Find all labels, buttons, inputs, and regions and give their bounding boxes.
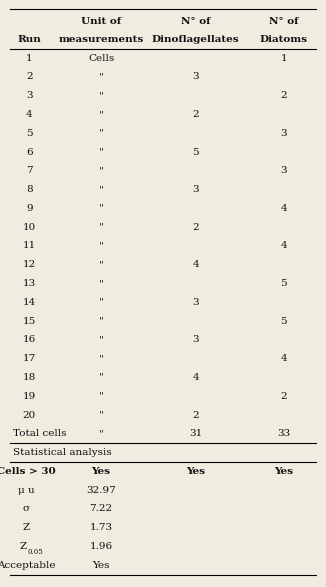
Text: 14: 14	[23, 298, 36, 307]
Text: 11: 11	[23, 241, 36, 251]
Text: Yes: Yes	[92, 561, 110, 570]
Text: ": "	[99, 185, 103, 194]
Text: 3: 3	[192, 185, 199, 194]
Text: ": "	[99, 110, 103, 119]
Text: 4: 4	[192, 373, 199, 382]
Text: ": "	[99, 298, 103, 307]
Text: 3: 3	[280, 166, 287, 176]
Text: 33: 33	[277, 429, 290, 438]
Text: 1.73: 1.73	[90, 523, 112, 532]
Text: ": "	[99, 354, 103, 363]
Text: Statistical analysis: Statistical analysis	[13, 448, 112, 457]
Text: 0.05: 0.05	[28, 548, 43, 556]
Text: 16: 16	[23, 335, 36, 345]
Text: Z: Z	[22, 523, 30, 532]
Text: 1: 1	[26, 53, 33, 63]
Text: ": "	[99, 410, 103, 420]
Text: 8: 8	[26, 185, 33, 194]
Text: 3: 3	[26, 91, 33, 100]
Text: 2: 2	[280, 392, 287, 401]
Text: 32.97: 32.97	[86, 485, 116, 495]
Text: Cells > 30: Cells > 30	[0, 467, 55, 476]
Text: 1: 1	[280, 53, 287, 63]
Text: μ u: μ u	[18, 485, 34, 495]
Text: 2: 2	[280, 91, 287, 100]
Text: 18: 18	[23, 373, 36, 382]
Text: Yes: Yes	[186, 467, 205, 476]
Text: Unit of: Unit of	[81, 17, 121, 26]
Text: 7: 7	[26, 166, 33, 176]
Text: ": "	[99, 204, 103, 213]
Text: 19: 19	[23, 392, 36, 401]
Text: 17: 17	[23, 354, 36, 363]
Text: measurements: measurements	[58, 35, 144, 44]
Text: ": "	[99, 72, 103, 82]
Text: 13: 13	[23, 279, 36, 288]
Text: 12: 12	[23, 260, 36, 269]
Text: 5: 5	[26, 129, 33, 138]
Text: 31: 31	[189, 429, 202, 438]
Text: 3: 3	[192, 335, 199, 345]
Text: ": "	[99, 241, 103, 251]
Text: 2: 2	[192, 410, 199, 420]
Text: N° of: N° of	[181, 17, 210, 26]
Text: 5: 5	[280, 279, 287, 288]
Text: Run: Run	[18, 35, 41, 44]
Text: 5: 5	[280, 316, 287, 326]
Text: 3: 3	[280, 129, 287, 138]
Text: 3: 3	[192, 72, 199, 82]
Text: 6: 6	[26, 147, 33, 157]
Text: ": "	[99, 222, 103, 232]
Text: Dinoflagellates: Dinoflagellates	[152, 35, 239, 44]
Text: 1.96: 1.96	[90, 542, 112, 551]
Text: 15: 15	[23, 316, 36, 326]
Text: ": "	[99, 91, 103, 100]
Text: 4: 4	[280, 241, 287, 251]
Text: Yes: Yes	[92, 467, 111, 476]
Text: ": "	[99, 429, 103, 438]
Text: N° of: N° of	[269, 17, 298, 26]
Text: Yes: Yes	[274, 467, 293, 476]
Text: 2: 2	[192, 110, 199, 119]
Text: 20: 20	[23, 410, 36, 420]
Text: ": "	[99, 260, 103, 269]
Text: 4: 4	[192, 260, 199, 269]
Text: ": "	[99, 279, 103, 288]
Text: 4: 4	[280, 204, 287, 213]
Text: 3: 3	[192, 298, 199, 307]
Text: Total cells: Total cells	[13, 429, 67, 438]
Text: 10: 10	[23, 222, 36, 232]
Text: 2: 2	[192, 222, 199, 232]
Text: 9: 9	[26, 204, 33, 213]
Text: 4: 4	[280, 354, 287, 363]
Text: ": "	[99, 129, 103, 138]
Text: Cells: Cells	[88, 53, 114, 63]
Text: ": "	[99, 166, 103, 176]
Text: ": "	[99, 335, 103, 345]
Text: ": "	[99, 316, 103, 326]
Text: ": "	[99, 147, 103, 157]
Text: ": "	[99, 373, 103, 382]
Text: 4: 4	[26, 110, 33, 119]
Text: ": "	[99, 392, 103, 401]
Text: Diatoms: Diatoms	[259, 35, 308, 44]
Text: Acceptable: Acceptable	[0, 561, 55, 570]
Text: 7.22: 7.22	[90, 504, 112, 514]
Text: 5: 5	[192, 147, 199, 157]
Text: 2: 2	[26, 72, 33, 82]
Text: Z: Z	[19, 542, 26, 551]
Text: σ: σ	[22, 504, 30, 514]
